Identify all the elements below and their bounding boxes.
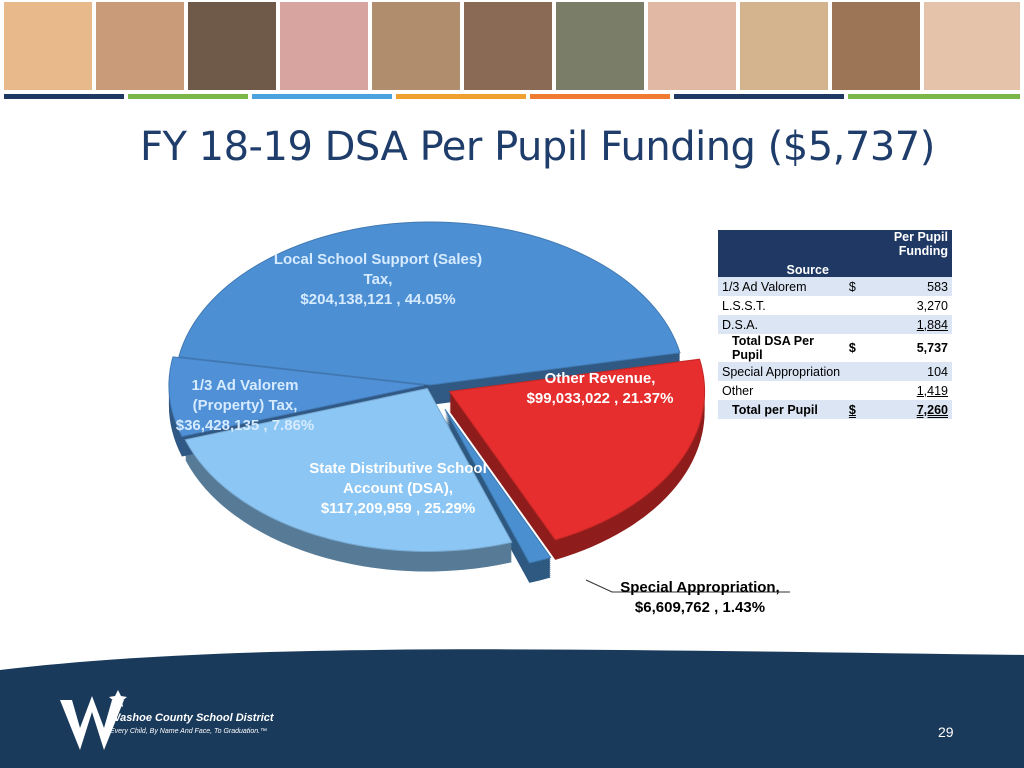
- amount-label: $117,209,959 ,: [320, 500, 421, 517]
- currency-cell: $: [844, 277, 875, 296]
- table-row: Special Appropriation 104: [718, 362, 952, 381]
- amount-cell: 583: [874, 277, 952, 296]
- currency-cell: $: [844, 334, 875, 362]
- category-label: 1/3 Ad Valorem (Property) Tax,: [191, 377, 299, 414]
- organization: Washoe County School District: [110, 712, 274, 724]
- category-label: Special Appropriation,: [620, 579, 780, 596]
- source-cell: Other: [718, 381, 845, 400]
- category-label: Local School Support (Sales) Tax,: [273, 251, 483, 288]
- amount-label: $204,138,121 ,: [300, 291, 401, 308]
- table-row: D.S.A. 1,884: [718, 315, 952, 334]
- table-row: Total per Pupil $7,260: [718, 400, 952, 419]
- currency-cell: [844, 381, 875, 400]
- value-label: 1.43%: [722, 599, 766, 616]
- pie-slice: [448, 358, 706, 541]
- table-row: L.S.S.T. 3,270: [718, 296, 952, 315]
- source-cell: 1/3 Ad Valorem: [718, 277, 845, 296]
- amount-cell: 7,260: [874, 400, 952, 419]
- amount-line: $6,609,762 , 1.43%: [600, 598, 800, 618]
- source-cell: L.S.S.T.: [718, 296, 845, 315]
- pie-slice: [444, 408, 552, 564]
- source-cell: D.S.A.: [718, 315, 845, 334]
- pie-slice: [168, 356, 425, 438]
- amount-cell: 1,419: [874, 381, 952, 400]
- pie: [168, 221, 706, 583]
- pie-label: 1/3 Ad Valorem (Property) Tax, $36,428,13…: [160, 376, 330, 436]
- currency-cell: $: [844, 400, 875, 419]
- pie-slice: [178, 221, 681, 386]
- amount-line: $204,138,121 , 44.05%: [258, 290, 498, 310]
- table-row: 1/3 Ad Valorem $583: [718, 277, 952, 296]
- table-row: Total DSA Per Pupil $5,737: [718, 334, 952, 362]
- amount-label: $6,609,762 ,: [634, 599, 719, 616]
- value-label: 44.05%: [404, 291, 456, 308]
- amount-label: $36,428,135 ,: [175, 417, 268, 434]
- header-cell: [844, 258, 952, 277]
- slide-title: FY 18-19 DSA Per Pupil Funding ($5,737): [140, 124, 935, 170]
- value-label: 7.86%: [271, 417, 315, 434]
- funding-table: Per Pupil Funding Source 1/3 Ad Valorem $…: [718, 230, 952, 419]
- table-row: Other 1,419: [718, 381, 952, 400]
- header-cell: Per Pupil Funding: [844, 230, 952, 258]
- amount-cell: 3,270: [874, 296, 952, 315]
- footer-band: [0, 649, 1024, 768]
- source-cell: Total per Pupil: [718, 400, 845, 419]
- pie-label: State Distributive School Account (DSA),…: [298, 459, 498, 519]
- page-number: 29: [938, 724, 954, 740]
- header-cell: [718, 230, 845, 258]
- amount-line: $117,209,959 , 25.29%: [298, 499, 498, 519]
- leader-line: [585, 579, 790, 593]
- amount-cell: 5,737: [874, 334, 952, 362]
- header-cell: Source: [718, 258, 845, 277]
- pie-label: Other Revenue, $99,033,022 , 21.37%: [520, 369, 680, 409]
- amount-label: $99,033,022 ,: [526, 390, 619, 407]
- currency-cell: [844, 296, 875, 315]
- value-label: 25.29%: [424, 500, 476, 517]
- tagline: Every Child, By Name And Face, To Gradua…: [110, 728, 268, 735]
- source-cell: Total DSA Per Pupil: [718, 334, 845, 362]
- amount-line: $36,428,135 , 7.86%: [160, 416, 330, 436]
- currency-cell: [844, 362, 875, 381]
- logo: [60, 690, 127, 750]
- photo-strip: [4, 2, 1020, 99]
- pie-label: Special Appropriation, $6,609,762 , 1.43%: [600, 578, 800, 618]
- source-cell: Special Appropriation: [718, 362, 845, 381]
- amount-cell: 104: [874, 362, 952, 381]
- pie-slice: [184, 387, 513, 552]
- amount-cell: 1,884: [874, 315, 952, 334]
- amount-line: $99,033,022 , 21.37%: [520, 389, 680, 409]
- category-label: Other Revenue,: [544, 370, 656, 387]
- category-label: State Distributive School Account (DSA),: [309, 460, 487, 497]
- currency-cell: [844, 315, 875, 334]
- value-label: 21.37%: [622, 390, 674, 407]
- pie-label: Local School Support (Sales) Tax, $204,13…: [258, 250, 498, 310]
